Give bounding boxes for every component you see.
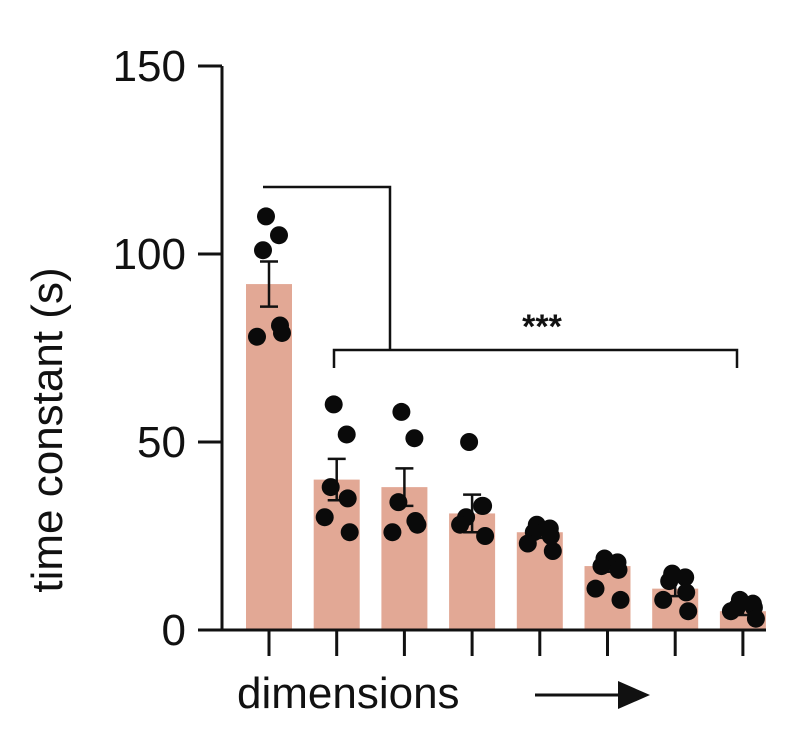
data-point [337, 425, 356, 444]
data-point [257, 207, 275, 226]
data-point [392, 402, 411, 421]
data-point [654, 590, 673, 609]
data-point [541, 527, 560, 545]
y-tick-label: 150 [113, 42, 186, 91]
bracket-top [263, 185, 392, 350]
data-point [543, 542, 562, 561]
bracket-bottom [332, 348, 739, 368]
data-point [389, 493, 408, 512]
data-point [451, 515, 470, 534]
data-point [460, 433, 479, 451]
y-tick-label: 100 [113, 230, 186, 279]
data-point [321, 478, 340, 497]
significance-bracket: *** [263, 185, 739, 368]
data-point [315, 508, 334, 527]
data-point [338, 489, 357, 508]
data-point [518, 534, 537, 553]
data-point [248, 327, 266, 346]
data-point [270, 226, 288, 245]
x-axis-title: dimensions [237, 669, 460, 718]
data-point [254, 241, 272, 260]
data-points-layer [248, 207, 765, 628]
data-point [677, 583, 696, 602]
data-point [676, 568, 695, 587]
data-point [476, 527, 495, 545]
data-point [586, 579, 605, 598]
data-point [660, 572, 679, 591]
data-point [746, 609, 765, 628]
data-point [609, 560, 628, 579]
data-point [408, 515, 427, 534]
data-point [273, 323, 291, 342]
bar [381, 487, 428, 630]
data-point [592, 557, 611, 576]
arrow-right-icon [535, 681, 650, 709]
data-point [324, 395, 343, 414]
data-point [679, 602, 698, 621]
y-axis-title: time constant (s) [23, 267, 72, 592]
y-tick-label: 0 [162, 606, 186, 655]
data-point [405, 429, 424, 448]
significance-label: *** [522, 308, 562, 346]
data-point [340, 523, 359, 542]
axes-layer: 0 50 100 150 [113, 42, 766, 656]
data-point [474, 496, 493, 515]
data-point [611, 590, 630, 609]
data-point [721, 602, 740, 621]
data-point [383, 523, 402, 542]
y-tick-label: 50 [137, 418, 186, 467]
